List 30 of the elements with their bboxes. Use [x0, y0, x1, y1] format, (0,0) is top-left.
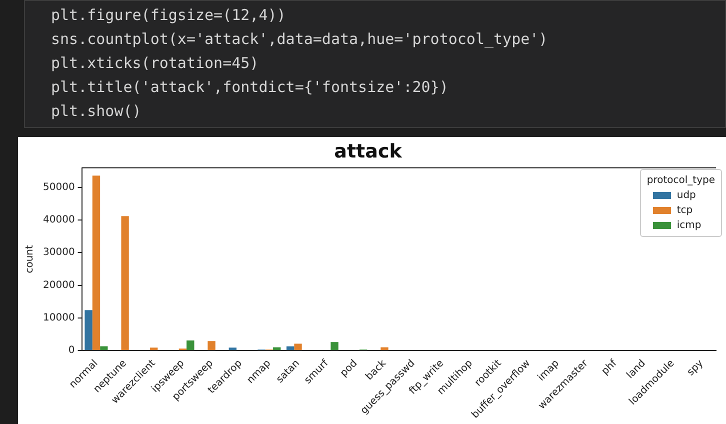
- chart-title: attack: [334, 140, 402, 162]
- legend-label: tcp: [676, 205, 693, 216]
- bar: [186, 340, 194, 350]
- bar: [228, 348, 237, 350]
- bar: [92, 176, 100, 350]
- text: plt.show(): [51, 102, 142, 120]
- y-tick-label: 30000: [43, 247, 75, 258]
- y-axis-title: count: [24, 244, 36, 274]
- y-tick-label: 50000: [43, 182, 75, 193]
- text: plt.figure(figsize=(12,4)): [51, 6, 286, 24]
- bar: [330, 342, 338, 350]
- bar: [294, 344, 302, 350]
- bar: [208, 341, 216, 350]
- y-tick-label: 40000: [43, 214, 75, 226]
- text: plt.title('attack',fontdict={'fontsize':20}): [51, 78, 448, 96]
- legend-title: protocol_type: [646, 174, 715, 188]
- legend-label: icmp: [676, 220, 702, 231]
- y-tick-label: 10000: [43, 312, 75, 324]
- bar: [380, 347, 388, 350]
- bar: [286, 346, 294, 350]
- legend-label: udp: [676, 190, 696, 201]
- bar: [84, 310, 92, 350]
- x-tick-label: spy: [685, 358, 706, 378]
- bar: [150, 348, 158, 350]
- bar: [121, 216, 129, 350]
- text: sns.countplot(x='attack',data=data,hue='protocol_type'): [51, 30, 548, 48]
- text: plt.xticks(rotation=45): [51, 54, 259, 72]
- bar: [100, 346, 108, 350]
- y-tick-label: 20000: [43, 280, 75, 291]
- y-tick-label: 0: [68, 345, 75, 356]
